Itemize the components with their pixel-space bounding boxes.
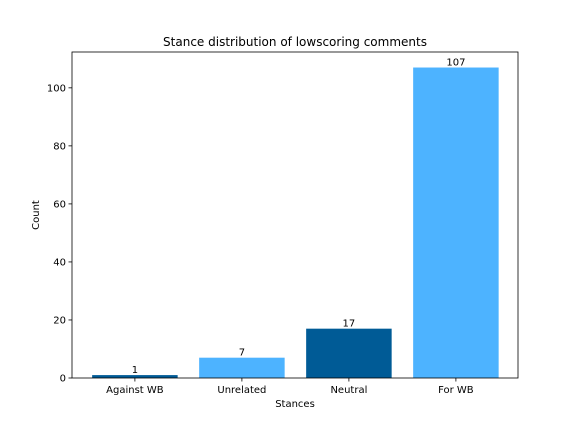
y-axis-label: Count [31,200,42,230]
y-tick-label: 40 [53,257,66,268]
bar-against-wb [92,375,178,378]
data-label: 7 [239,348,245,359]
bar-for-wb [413,67,499,379]
chart-title: Stance distribution of lowscoring commen… [163,35,427,49]
bars-group [92,67,499,379]
y-tick-label: 20 [53,315,66,326]
data-label: 1 [132,365,138,376]
y-tick-label: 0 [60,374,66,385]
y-tick-label: 60 [53,199,66,210]
y-tick-label: 80 [53,141,66,152]
plot-frame [71,51,519,379]
x-axis-ticks: Against WB Unrelated Neutral For WB [106,378,474,396]
x-tick-label: For WB [438,385,474,396]
y-tick-label: 100 [47,83,66,94]
x-tick-label: Unrelated [217,385,266,396]
bar-neutral [306,328,392,378]
bar-unrelated [199,357,285,378]
data-label: 17 [343,319,356,330]
y-axis-ticks: 0 20 40 60 80 100 [47,83,72,385]
x-tick-label: Against WB [106,385,164,396]
x-tick-label: Neutral [330,385,367,396]
x-axis-label: Stances [275,399,315,410]
data-label: 107 [446,58,465,69]
